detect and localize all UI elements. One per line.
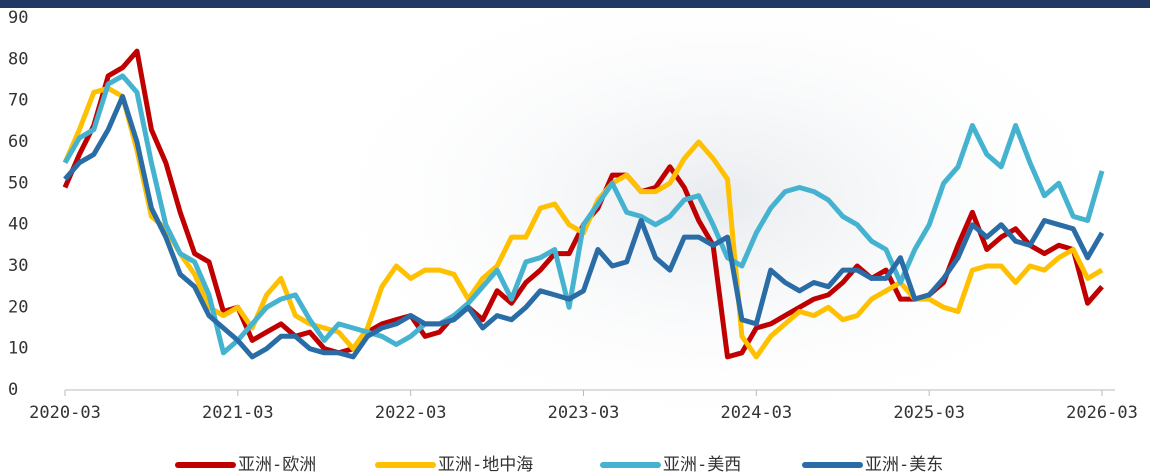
- y-tick-label: 80: [8, 49, 28, 69]
- x-tick-label: 2020-03: [29, 403, 101, 423]
- legend-label: 亚洲-欧洲: [238, 455, 316, 475]
- y-tick-label: 50: [8, 173, 28, 193]
- series-line: [63, 94, 1105, 360]
- x-tick-label: 2021-03: [202, 403, 274, 423]
- y-tick-label: 30: [8, 256, 28, 276]
- y-tick-label: 0: [8, 380, 18, 400]
- x-tick-label: 2023-03: [548, 403, 620, 423]
- background-decoration: [300, 0, 1140, 440]
- y-tick-label: 90: [8, 8, 28, 28]
- x-tick-label: 2022-03: [375, 403, 447, 423]
- legend-label: 亚洲-美东: [865, 455, 943, 475]
- x-tick-label: 2026-03: [1066, 403, 1138, 423]
- header-bar: [0, 0, 1150, 8]
- y-tick-label: 10: [8, 339, 28, 359]
- y-tick-label: 70: [8, 91, 28, 111]
- legend-label: 亚洲-地中海: [438, 455, 533, 475]
- x-tick-label: 2024-03: [721, 403, 793, 423]
- y-tick-label: 60: [8, 132, 28, 152]
- y-tick-label: 40: [8, 215, 28, 235]
- x-tick-label: 2025-03: [893, 403, 965, 423]
- y-tick-label: 20: [8, 297, 28, 317]
- legend-label: 亚洲-美西: [663, 455, 741, 475]
